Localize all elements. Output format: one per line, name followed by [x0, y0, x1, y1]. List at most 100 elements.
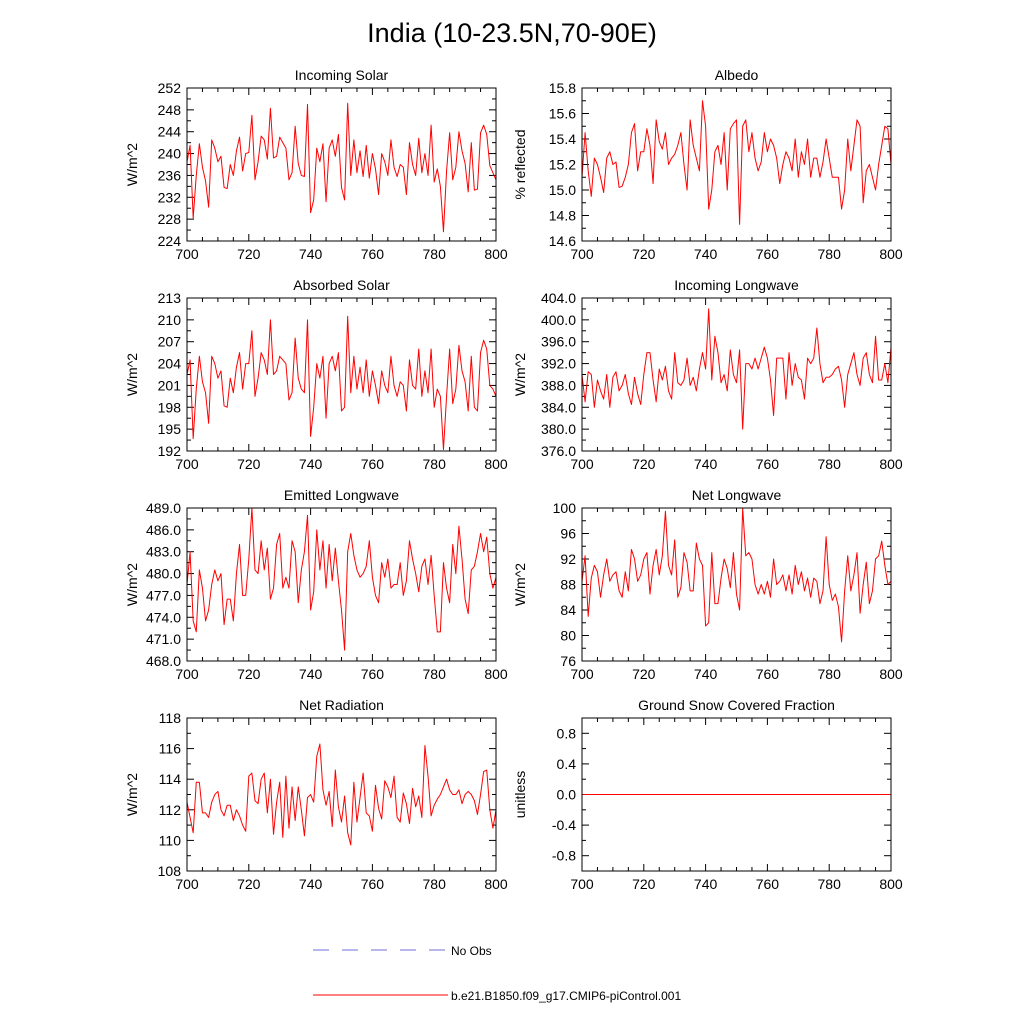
incoming-longwave-series-line: [581, 308, 892, 430]
net-radiation-ytick-label: 116: [159, 741, 182, 757]
absorbed-solar-ytick-label: 201: [158, 377, 182, 393]
incoming-solar-ytick-label: 240: [158, 146, 182, 162]
net-radiation-xtick-label: 720: [237, 876, 261, 892]
emitted-longwave-title: Emitted Longwave: [284, 487, 399, 503]
incoming-longwave-xtick-label: 700: [570, 456, 594, 472]
net-longwave-xtick-label: 780: [818, 666, 842, 682]
emitted-longwave-ytick-label: 471.0: [146, 631, 181, 647]
absorbed-solar-ytick-label: 210: [158, 312, 182, 328]
net-longwave-xtick-label: 760: [756, 666, 780, 682]
ground-snow-covered-fraction-xtick-label: 780: [818, 876, 842, 892]
incoming-solar-ytick-label: 252: [158, 80, 182, 96]
albedo-xtick-label: 720: [632, 246, 656, 262]
absorbed-solar-xtick-label: 780: [423, 456, 447, 472]
ground-snow-covered-fraction-title: Ground Snow Covered Fraction: [638, 697, 835, 713]
incoming-solar-ytick-label: 248: [158, 102, 182, 118]
net-radiation-frame: [186, 717, 497, 872]
albedo-ylabel: % reflected: [512, 129, 528, 199]
incoming-longwave-ytick-label: 404.0: [541, 290, 576, 306]
absorbed-solar-ytick-label: 195: [158, 421, 182, 437]
albedo-xtick-label: 780: [818, 246, 842, 262]
net-longwave-ytick-label: 80: [560, 628, 576, 644]
net-longwave-xtick-label: 800: [879, 666, 903, 682]
emitted-longwave-xtick-label: 740: [299, 666, 323, 682]
albedo-title: Albedo: [715, 67, 759, 83]
albedo-ytick-label: 14.6: [549, 233, 576, 249]
incoming-solar-xtick-label: 740: [299, 246, 323, 262]
incoming-longwave-ytick-label: 392.0: [541, 356, 576, 372]
incoming-solar-frame: [186, 87, 497, 242]
emitted-longwave-ytick-label: 483.0: [146, 544, 181, 560]
panel-albedo: Albedo 700 720 740 760 780 800 14.6 14.8 15.0 15.2…: [512, 67, 903, 262]
incoming-longwave-xtick-label: 740: [694, 456, 718, 472]
incoming-solar-xtick-label: 800: [484, 246, 508, 262]
emitted-longwave-ytick-label: 480.0: [146, 566, 181, 582]
net-radiation-xtick-label: 700: [175, 876, 199, 892]
absorbed-solar-title: Absorbed Solar: [293, 277, 390, 293]
net-longwave-ytick-label: 100: [553, 500, 577, 516]
net-longwave-frame: [581, 507, 892, 662]
absorbed-solar-ytick-label: 192: [158, 443, 182, 459]
incoming-solar-ylabel: W/m^2: [124, 143, 140, 186]
incoming-solar-ytick-label: 236: [158, 167, 182, 183]
legend: No Obs b.e21.B1850.f09_g17.CMIP6-piContr…: [313, 944, 681, 1003]
net-radiation-xtick-label: 780: [423, 876, 447, 892]
incoming-solar-xtick-label: 700: [175, 246, 199, 262]
absorbed-solar-ylabel: W/m^2: [124, 353, 140, 396]
emitted-longwave-ytick-label: 486.0: [146, 522, 181, 538]
incoming-solar-series-line: [186, 102, 497, 233]
ground-snow-covered-fraction-xtick-label: 760: [756, 876, 780, 892]
incoming-longwave-xtick-label: 800: [879, 456, 903, 472]
albedo-ytick-label: 15.6: [549, 106, 576, 122]
legend-obs-label: No Obs: [451, 944, 492, 958]
incoming-longwave-xtick-label: 760: [756, 456, 780, 472]
ground-snow-covered-fraction-ytick-label: 0.4: [557, 756, 577, 772]
net-radiation-ylabel: W/m^2: [124, 773, 140, 816]
albedo-ytick-label: 14.8: [549, 208, 576, 224]
panel-incoming-longwave: Incoming Longwave 700 720 740 760 780 800 376.0…: [512, 277, 903, 472]
ground-snow-covered-fraction-frame: [581, 717, 892, 872]
net-radiation-title: Net Radiation: [299, 697, 384, 713]
net-radiation-ytick-label: 112: [159, 802, 182, 818]
incoming-longwave-xtick-label: 780: [818, 456, 842, 472]
absorbed-solar-xtick-label: 800: [484, 456, 508, 472]
emitted-longwave-xtick-label: 800: [484, 666, 508, 682]
incoming-solar-xtick-label: 760: [361, 246, 385, 262]
incoming-longwave-ytick-label: 388.0: [541, 377, 576, 393]
incoming-longwave-ytick-label: 384.0: [541, 399, 576, 415]
incoming-solar-title: Incoming Solar: [295, 67, 389, 83]
albedo-xtick-label: 740: [694, 246, 718, 262]
net-radiation-ytick-label: 110: [159, 832, 182, 848]
panel-emitted-longwave: Emitted Longwave 700 720 740 760 780 800 468.0 4…: [124, 487, 508, 682]
net-longwave-ytick-label: 84: [560, 602, 576, 618]
absorbed-solar-ytick-label: 204: [158, 356, 182, 372]
incoming-solar-xtick-label: 720: [237, 246, 261, 262]
absorbed-solar-xtick-label: 700: [175, 456, 199, 472]
absorbed-solar-xtick-label: 760: [361, 456, 385, 472]
ground-snow-covered-fraction-xtick-label: 800: [879, 876, 903, 892]
panel-net-radiation: Net Radiation 700 720 740 760 780 800 108 110 112…: [124, 697, 508, 892]
panels: Incoming Solar 700 720 740 760 780 800 224 228 23…: [124, 67, 903, 892]
incoming-solar-ytick-label: 228: [158, 211, 182, 227]
net-longwave-xtick-label: 720: [632, 666, 656, 682]
net-longwave-xtick-label: 740: [694, 666, 718, 682]
incoming-longwave-xtick-label: 720: [632, 456, 656, 472]
absorbed-solar-series-line: [186, 315, 497, 451]
ground-snow-covered-fraction-xtick-label: 720: [632, 876, 656, 892]
albedo-xtick-label: 700: [570, 246, 594, 262]
panel-net-longwave: Net Longwave 700 720 740 760 780 800 76 80 84 88 92…: [512, 487, 903, 682]
net-radiation-ytick-label: 108: [158, 863, 182, 879]
net-radiation-xtick-label: 760: [361, 876, 385, 892]
ground-snow-covered-fraction-xtick-label: 700: [570, 876, 594, 892]
emitted-longwave-xtick-label: 700: [175, 666, 199, 682]
emitted-longwave-series-line: [186, 507, 497, 651]
incoming-solar-ytick-label: 232: [158, 189, 182, 205]
incoming-longwave-ytick-label: 376.0: [541, 443, 576, 459]
ground-snow-covered-fraction-ytick-label: 0.8: [557, 725, 577, 741]
net-longwave-ylabel: W/m^2: [512, 563, 528, 606]
net-radiation-ytick-label: 114: [159, 771, 182, 787]
panel-absorbed-solar: Absorbed Solar 700 720 740 760 780 800 192 195 19…: [124, 277, 508, 472]
net-longwave-ytick-label: 76: [560, 653, 576, 669]
albedo-frame: [581, 87, 892, 242]
